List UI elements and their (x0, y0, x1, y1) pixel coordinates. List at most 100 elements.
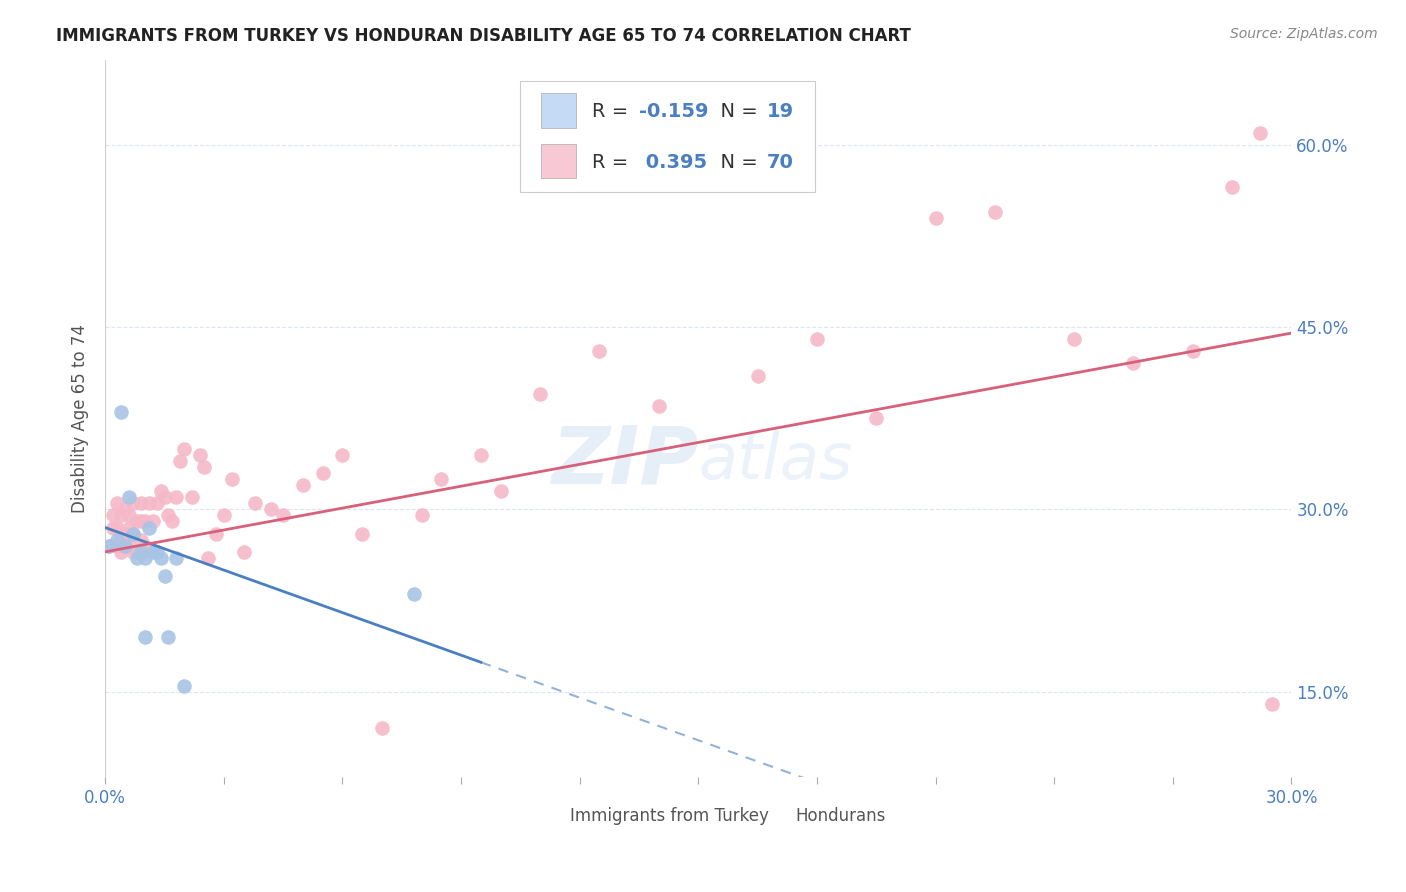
Point (806, 332, 828, 346)
Point (145, 496, 167, 510)
Point (1063, 332, 1085, 346)
Point (648, 399, 671, 413)
Point (588, 344, 610, 359)
Point (122, 526, 145, 541)
Point (1220, 180, 1243, 194)
Text: Source: ZipAtlas.com: Source: ZipAtlas.com (1230, 27, 1378, 41)
FancyBboxPatch shape (526, 805, 562, 834)
Point (114, 539, 136, 553)
Point (352, 526, 374, 541)
Point (105, 520, 128, 534)
Text: R =: R = (592, 103, 634, 121)
Point (332, 448, 354, 462)
Point (125, 515, 148, 529)
Text: Hondurans: Hondurans (796, 807, 886, 825)
Point (1260, 697, 1282, 711)
Point (129, 515, 152, 529)
Point (98, 539, 121, 553)
Point (181, 490, 204, 504)
Point (173, 679, 195, 693)
Point (205, 526, 228, 541)
Point (165, 490, 187, 504)
Point (430, 472, 453, 486)
Point (110, 545, 132, 559)
Point (125, 545, 148, 559)
Point (271, 508, 294, 523)
Point (134, 630, 156, 644)
Point (122, 496, 145, 510)
Y-axis label: Disability Age 65 to 74: Disability Age 65 to 74 (72, 324, 89, 513)
Point (134, 515, 156, 529)
Text: Immigrants from Turkey: Immigrants from Turkey (571, 807, 769, 825)
Point (98, 539, 121, 553)
Point (371, 721, 394, 735)
Point (165, 550, 187, 565)
Text: 70: 70 (768, 153, 794, 171)
Point (118, 508, 141, 523)
Text: ZIP: ZIP (551, 422, 699, 500)
Text: 0.395: 0.395 (638, 153, 707, 171)
Point (188, 448, 211, 462)
Point (110, 533, 132, 547)
Point (138, 496, 160, 510)
Point (118, 520, 141, 534)
Point (157, 508, 180, 523)
Point (149, 550, 172, 565)
Point (129, 496, 152, 510)
Point (149, 484, 172, 499)
Point (157, 630, 180, 644)
Point (122, 526, 145, 541)
Point (142, 515, 165, 529)
Point (924, 211, 946, 225)
Point (260, 502, 283, 516)
Text: IMMIGRANTS FROM TURKEY VS HONDURAN DISABILITY AGE 65 TO 74 CORRELATION CHART: IMMIGRANTS FROM TURKEY VS HONDURAN DISAB… (56, 27, 911, 45)
Point (105, 496, 128, 510)
Point (153, 569, 176, 583)
Point (193, 459, 215, 474)
Point (402, 587, 425, 601)
Point (110, 508, 132, 523)
Point (232, 545, 254, 559)
Point (245, 496, 267, 510)
Point (173, 442, 195, 456)
Point (470, 448, 492, 462)
Point (145, 545, 167, 559)
Point (221, 472, 243, 486)
Point (312, 466, 335, 480)
Text: atlas: atlas (699, 430, 852, 492)
Point (153, 490, 176, 504)
Point (101, 508, 124, 523)
Text: 19: 19 (768, 103, 794, 121)
Point (105, 539, 128, 553)
Point (105, 533, 128, 547)
Point (114, 526, 136, 541)
Point (291, 478, 314, 492)
Text: R =: R = (592, 153, 634, 171)
FancyBboxPatch shape (540, 94, 576, 128)
Point (125, 550, 148, 565)
Point (142, 545, 165, 559)
Point (162, 515, 184, 529)
Point (984, 204, 1007, 219)
Point (747, 368, 769, 383)
Text: N =: N = (707, 153, 763, 171)
FancyBboxPatch shape (520, 81, 814, 193)
Point (865, 411, 887, 425)
Point (134, 539, 156, 553)
Point (118, 490, 141, 504)
Point (489, 484, 512, 499)
Point (529, 387, 551, 401)
Point (129, 545, 152, 559)
Point (1181, 344, 1204, 359)
Point (169, 453, 191, 467)
Point (114, 539, 136, 553)
Text: -0.159: -0.159 (638, 103, 709, 121)
Point (110, 405, 132, 419)
Point (110, 526, 132, 541)
Point (129, 533, 152, 547)
Point (101, 520, 124, 534)
Point (138, 520, 160, 534)
Point (197, 550, 219, 565)
Point (1249, 126, 1271, 140)
Point (114, 502, 136, 516)
